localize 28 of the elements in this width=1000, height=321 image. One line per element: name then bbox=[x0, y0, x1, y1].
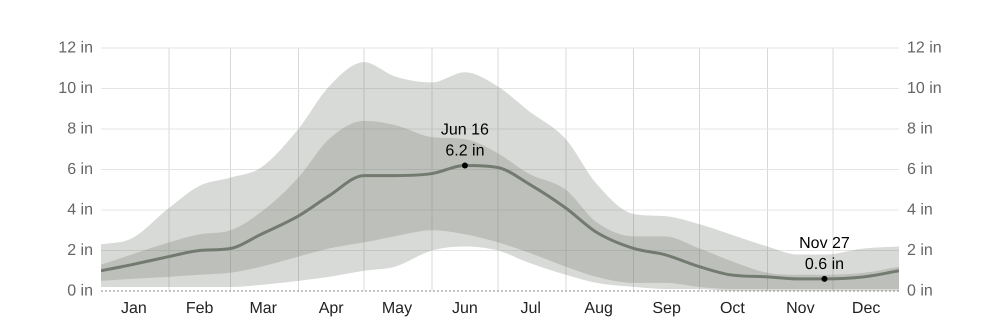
y2-tick-label: 8 in bbox=[907, 120, 933, 138]
annotation: Nov 27 0.6 in bbox=[799, 234, 850, 273]
x-tick-label: Jun bbox=[452, 300, 478, 318]
x-tick-label: Apr bbox=[318, 300, 344, 318]
x-tick-label: Mar bbox=[249, 300, 278, 318]
y2-tick-label: 0 in bbox=[907, 282, 933, 300]
annotation: Jun 16 6.2 in bbox=[440, 121, 490, 160]
y-tick-label: 4 in bbox=[67, 201, 93, 218]
x-tick-label: Jan bbox=[120, 300, 147, 318]
x-tick-label: Nov bbox=[786, 300, 815, 318]
y-tick-label: 0 in bbox=[67, 282, 93, 300]
y2-tick-label: 4 in bbox=[907, 201, 933, 218]
x-tick-label: May bbox=[382, 300, 412, 318]
y-tick-label: 2 in bbox=[67, 242, 93, 259]
y-tick-label: 8 in bbox=[67, 120, 93, 138]
y2-tick-label: 2 in bbox=[907, 242, 933, 259]
x-tick-label: Sep bbox=[652, 300, 681, 318]
x-tick-label: Oct bbox=[720, 300, 746, 318]
x-tick-label: Jul bbox=[520, 300, 541, 318]
y-tick-label: 10 in bbox=[58, 80, 93, 97]
y2-tick-label: 6 in bbox=[907, 160, 933, 178]
y-tick-label: 6 in bbox=[67, 160, 93, 178]
x-tick-label: Aug bbox=[584, 300, 613, 318]
y-tick-label: 12 in bbox=[58, 39, 93, 56]
x-tick-label: Dec bbox=[852, 300, 880, 318]
y2-tick-label: 10 in bbox=[907, 80, 942, 97]
y2-tick-label: 12 in bbox=[907, 39, 942, 56]
x-tick-label: Feb bbox=[186, 300, 214, 318]
